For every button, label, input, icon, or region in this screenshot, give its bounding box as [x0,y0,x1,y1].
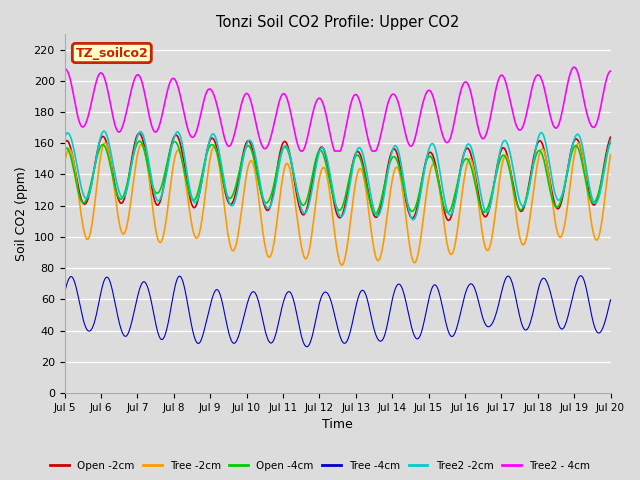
Tree -2cm [338,262,346,268]
Open -2cm [136,131,143,136]
Tree2 -2cm [244,140,252,145]
Tree -4cm [607,297,614,302]
Open -2cm [607,134,614,140]
Tree -4cm [61,290,68,296]
Open -2cm [445,217,452,223]
Tree -4cm [422,307,430,313]
Open -4cm [371,211,379,217]
Open -2cm [244,138,252,144]
Open -4cm [494,163,502,169]
Y-axis label: Soil CO2 (ppm): Soil CO2 (ppm) [15,166,28,261]
Tree -4cm [577,273,585,278]
Tree -2cm [423,188,431,193]
Tree -2cm [61,160,68,166]
Open -4cm [169,140,177,146]
Tree -4cm [169,296,177,301]
Tree -4cm [494,305,502,311]
Tree -2cm [182,184,190,190]
Tree2 - 4cm [570,64,578,70]
Tree -4cm [182,292,190,298]
Line: Tree -2cm: Tree -2cm [65,143,611,265]
Tree2 -2cm [410,217,417,223]
Tree -2cm [607,152,614,157]
Tree2 - 4cm [422,90,430,96]
Tree2 -2cm [100,128,108,134]
Tree -4cm [303,344,311,349]
Open -2cm [494,158,502,164]
Line: Open -2cm: Open -2cm [65,133,611,220]
Tree -2cm [494,187,502,193]
Open -4cm [182,178,190,184]
Line: Tree2 -2cm: Tree2 -2cm [65,131,611,220]
Open -4cm [244,143,252,149]
Open -4cm [543,169,550,175]
Open -2cm [182,175,190,180]
Tree2 -2cm [169,138,177,144]
Line: Open -4cm: Open -4cm [65,141,611,214]
Tree2 -2cm [61,135,68,141]
Tree2 - 4cm [607,68,614,74]
Tree2 - 4cm [243,91,251,96]
Tree -2cm [169,164,177,170]
Tree2 -2cm [543,144,550,149]
Tree2 - 4cm [169,75,177,81]
Text: TZ_soilco2: TZ_soilco2 [76,47,148,60]
Tree2 - 4cm [542,93,550,99]
Open -2cm [422,156,430,162]
Tree2 -2cm [494,158,502,164]
Line: Tree -4cm: Tree -4cm [65,276,611,347]
Tree2 - 4cm [61,66,68,72]
Open -4cm [136,138,143,144]
Tree2 -2cm [607,138,614,144]
Tree -4cm [542,277,550,283]
Legend: Open -2cm, Tree -2cm, Open -4cm, Tree -4cm, Tree2 -2cm, Tree2 - 4cm: Open -2cm, Tree -2cm, Open -4cm, Tree -4… [46,456,594,475]
X-axis label: Time: Time [322,419,353,432]
Tree2 -2cm [423,155,431,160]
Tree2 - 4cm [494,79,502,84]
Tree2 -2cm [182,165,190,171]
Tree -4cm [243,301,251,307]
Title: Tonzi Soil CO2 Profile: Upper CO2: Tonzi Soil CO2 Profile: Upper CO2 [216,15,460,30]
Open -2cm [169,136,177,142]
Tree -2cm [101,140,109,145]
Tree -2cm [244,167,252,173]
Open -2cm [61,140,68,146]
Open -4cm [423,157,431,163]
Open -4cm [607,140,614,146]
Tree2 - 4cm [182,119,190,125]
Line: Tree2 - 4cm: Tree2 - 4cm [65,67,611,151]
Open -2cm [543,157,550,163]
Tree2 - 4cm [297,148,305,154]
Tree -2cm [543,157,550,163]
Open -4cm [61,146,68,152]
